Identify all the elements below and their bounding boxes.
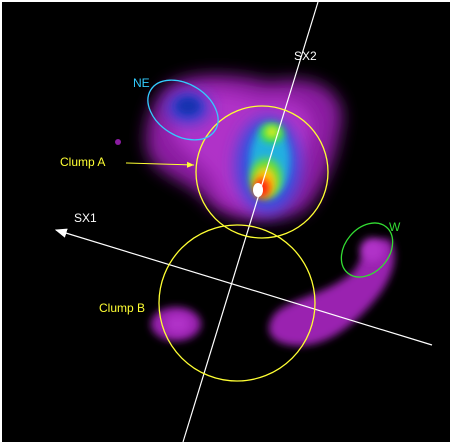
- clump-a-pointer: [125, 161, 195, 168]
- label-w: W: [389, 220, 401, 234]
- label-clump-a: Clump A: [60, 155, 105, 169]
- w-ellipse: [340, 222, 394, 278]
- label-ne: NE: [133, 76, 150, 90]
- ne-ellipse: [147, 79, 219, 141]
- clump-b-circle: [158, 224, 316, 382]
- label-clump-b: Clump B: [99, 301, 145, 315]
- label-sx2: SX2: [294, 49, 317, 63]
- sx1-axis: [54, 228, 433, 346]
- sx2-axis: [182, 1, 319, 443]
- emission-map: [115, 75, 395, 346]
- label-sx1: SX1: [74, 211, 97, 225]
- clump-a-circle: [195, 105, 329, 239]
